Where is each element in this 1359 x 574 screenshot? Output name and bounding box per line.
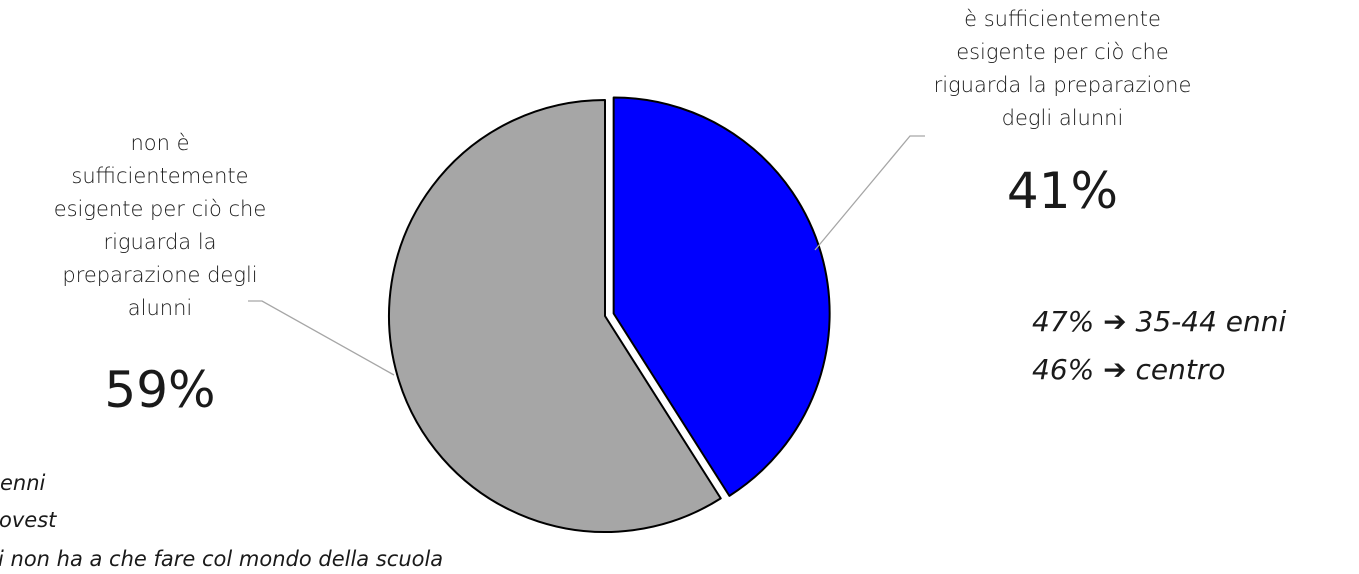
slice-label-right-line: è sufficientemente (964, 7, 1161, 31)
slice-value-right: 41% (1006, 162, 1119, 220)
slice-label-left-line: riguarda la (103, 230, 217, 254)
slice-label-left: non è sufficientemente esigente per ciò … (10, 127, 310, 325)
arrow-right-icon: ➔ (1103, 305, 1127, 338)
slice-label-left-line: esigente per ciò che (53, 197, 267, 221)
slice-label-left-line: sufficientemente (71, 164, 249, 188)
slice-label-right-line: esigente per ciò che (956, 40, 1169, 64)
arrow-right-icon: ➔ (1103, 353, 1127, 386)
note-pct: 46% (1032, 353, 1095, 386)
slice-value-left: 59% (104, 361, 216, 419)
cut-note-3: i non ha a che fare col mondo della scuo… (0, 547, 444, 571)
note-text: centro (1135, 353, 1226, 386)
leader-line-right (814, 135, 925, 251)
pie-slice-1 (612, 96, 831, 497)
slice-label-left-line: non è (130, 131, 190, 155)
slice-label-left-line: alunni (127, 296, 193, 320)
pie-slice-2 (388, 99, 722, 533)
note-text: 35-44 enni (1135, 305, 1287, 338)
slice-label-right: è sufficientemente esigente per ciò che … (900, 3, 1225, 135)
note-age: 47% ➔ 35-44 enni (1032, 302, 1286, 342)
slice-label-right-line: degli alunni (1001, 106, 1124, 130)
cut-note-1: enni (0, 471, 46, 495)
cut-note-2: ovest (0, 508, 57, 532)
slice-label-right-line: riguarda la preparazione (933, 73, 1192, 97)
leader-line-left (248, 300, 395, 376)
slice-label-left-line: preparazione degli (62, 263, 258, 287)
note-pct: 47% (1032, 305, 1095, 338)
note-area: 46% ➔ centro (1032, 350, 1226, 390)
